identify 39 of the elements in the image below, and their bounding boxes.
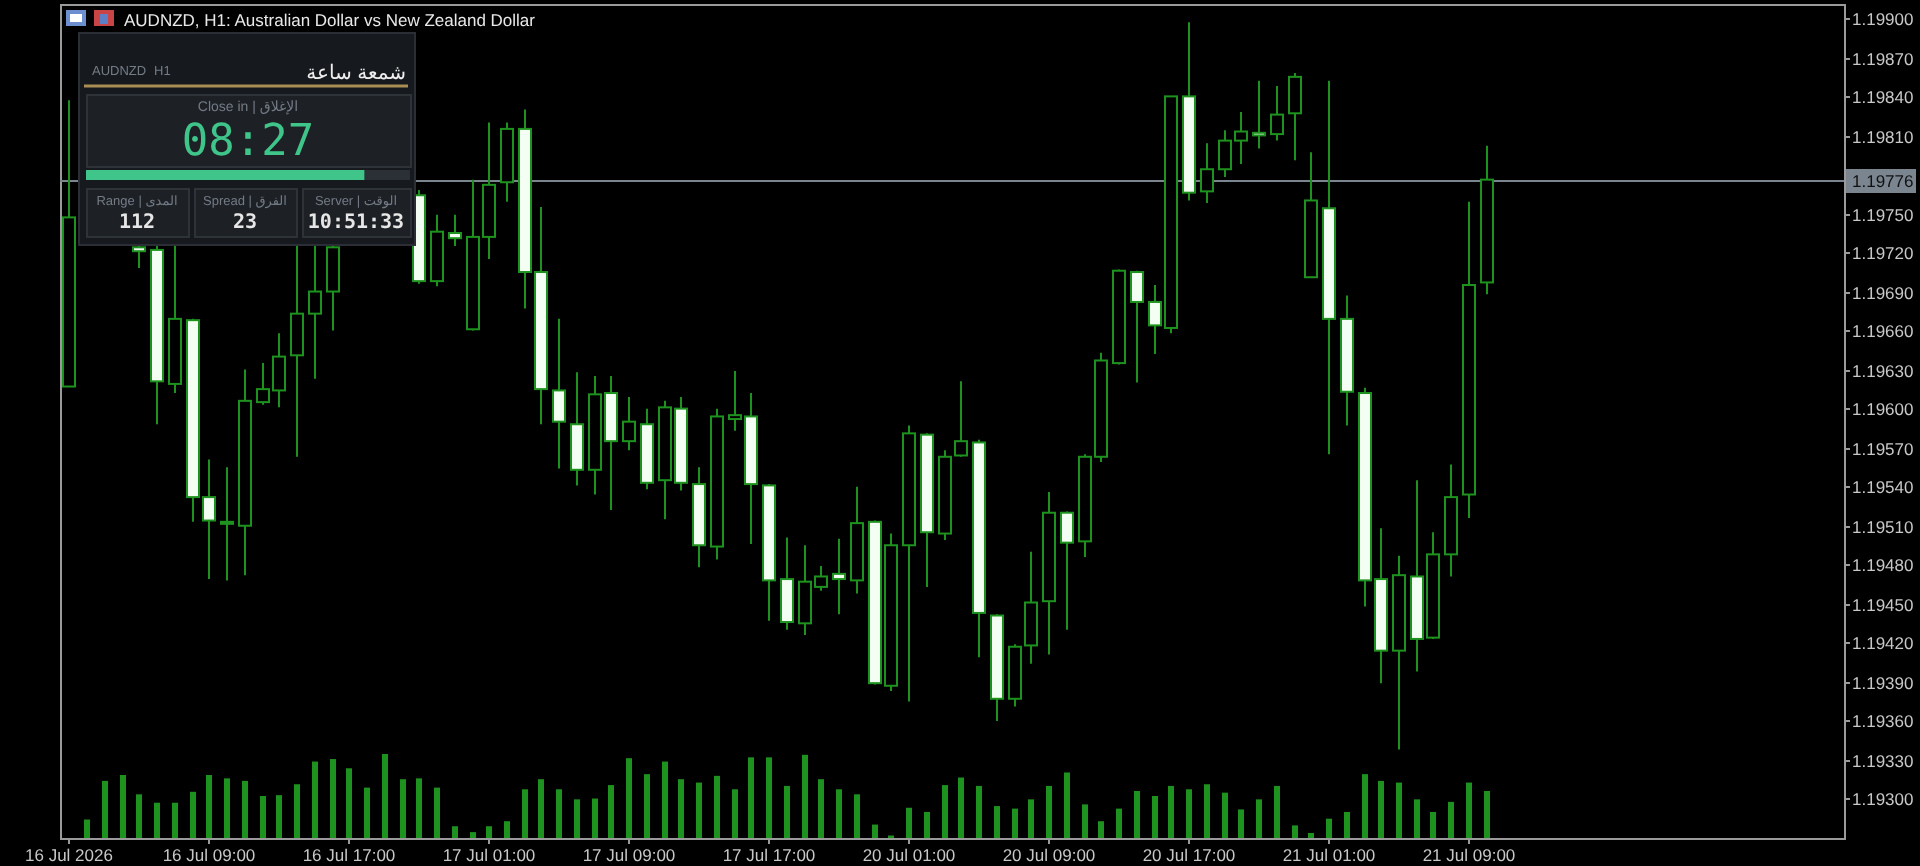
y-tick-label: 1.19420 — [1852, 633, 1914, 653]
y-tick-label: 1.19750 — [1852, 205, 1914, 225]
y-tick-label: 1.19720 — [1852, 243, 1914, 263]
y-tick-label: 1.19660 — [1852, 321, 1914, 341]
y-tick-label: 1.19360 — [1852, 711, 1914, 731]
y-tick-label: 1.19840 — [1852, 87, 1914, 107]
y-tick-label: 1.19450 — [1852, 595, 1914, 615]
y-tick-label: 1.19600 — [1852, 399, 1914, 419]
y-tick-label: 1.19300 — [1852, 789, 1914, 809]
x-tick-label: 17 Jul 17:00 — [722, 845, 816, 865]
x-tick-label: 16 Jul 09:00 — [162, 845, 256, 865]
y-tick-label: 1.19870 — [1852, 49, 1914, 69]
y-tick-label: 1.19690 — [1852, 283, 1914, 303]
x-tick-label: 17 Jul 09:00 — [582, 845, 676, 865]
x-tick-label: 21 Jul 09:00 — [1422, 845, 1516, 865]
x-tick-label: 20 Jul 01:00 — [862, 845, 956, 865]
y-tick-label: 1.19810 — [1852, 127, 1914, 147]
x-tick-label: 16 Jul 2026 — [25, 845, 114, 865]
y-tick-label: 1.19480 — [1852, 555, 1914, 575]
y-tick-label: 1.19330 — [1852, 751, 1914, 771]
y-tick-label: 1.19900 — [1852, 9, 1914, 29]
x-tick-label: 21 Jul 01:00 — [1282, 845, 1376, 865]
x-tick-label: 17 Jul 01:00 — [442, 845, 536, 865]
x-tick-label: 16 Jul 17:00 — [302, 845, 396, 865]
y-tick-label: 1.19510 — [1852, 517, 1914, 537]
annotation: شمعة ساعة — [306, 63, 406, 85]
y-tick-label: 1.19630 — [1852, 361, 1914, 381]
ref-line-label: 1.19776 — [1852, 171, 1914, 191]
x-tick-label: 20 Jul 09:00 — [1002, 845, 1096, 865]
annotation: 10:51:33 — [307, 212, 405, 234]
annotation: 23 — [232, 212, 258, 234]
annotation: 08:27 — [181, 117, 315, 167]
x-tick-label: 20 Jul 17:00 — [1142, 845, 1236, 865]
chart-title: AUDNZD, H1: Australian Dollar vs New Zealand Dollar — [124, 10, 536, 30]
y-tick-label: 1.19390 — [1852, 673, 1914, 693]
ref-line-label: 1.19776 — [1846, 169, 1916, 193]
annotation: 112 — [118, 212, 156, 234]
y-tick-label: 1.19570 — [1852, 439, 1914, 459]
y-tick-label: 1.19540 — [1852, 477, 1914, 497]
